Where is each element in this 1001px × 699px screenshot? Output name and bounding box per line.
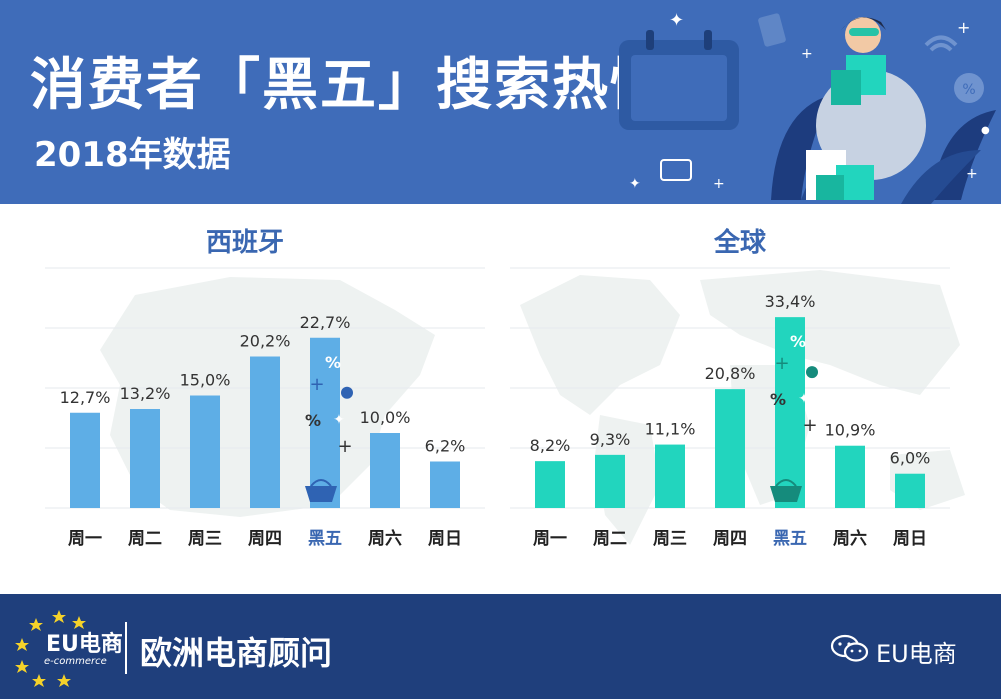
- footer-company-name: 欧洲电商顾问: [140, 634, 333, 672]
- bar-1: [535, 461, 565, 508]
- plus-icon: +: [802, 415, 817, 436]
- data-label: 6,2%: [425, 437, 466, 456]
- x-tick-label: 黑五: [773, 529, 807, 549]
- svg-text:✦: ✦: [629, 176, 641, 192]
- shopping-basket-icon: [305, 486, 337, 502]
- bar-7: [895, 473, 925, 508]
- chart-title-global: 全球: [713, 228, 766, 258]
- page-subtitle: 2018年数据: [34, 135, 231, 175]
- bar-5: [310, 337, 340, 508]
- data-label: 15,0%: [180, 371, 231, 390]
- percent-icon: %: [770, 390, 786, 409]
- x-tick-label: 周四: [713, 529, 747, 549]
- footer-divider: [125, 622, 127, 674]
- plus-icon: +: [337, 436, 352, 457]
- data-label: 11,1%: [645, 420, 696, 439]
- bar-3: [190, 395, 220, 508]
- x-tick-label: 周日: [428, 529, 462, 549]
- svg-text:●: ●: [981, 125, 990, 136]
- footer-bar: EU电商 e-commerce 欧洲电商顾问 EU电商: [0, 594, 1001, 699]
- bar-6: [835, 445, 865, 508]
- svg-text:+: +: [801, 46, 813, 62]
- data-label: 13,2%: [120, 384, 171, 403]
- percent-icon: %: [305, 411, 321, 430]
- x-tick-label: 周四: [248, 529, 282, 549]
- basket-handle: [775, 479, 797, 487]
- bar-2: [595, 454, 625, 508]
- data-label: 22,7%: [300, 313, 351, 332]
- plus-icon: +: [309, 374, 324, 395]
- bar-4: [250, 356, 280, 508]
- data-label: 10,0%: [360, 408, 411, 427]
- shopping-basket-icon: [770, 486, 802, 502]
- x-tick-label: 周三: [188, 529, 222, 549]
- shopping-illustration-icon: % ✦ + + ✦ + + ●: [619, 10, 996, 204]
- data-label: 9,3%: [590, 430, 631, 449]
- bar-3: [655, 444, 685, 508]
- wechat-icon: [830, 634, 869, 662]
- footer-account-name: EU电商: [876, 640, 957, 668]
- highlight-decoration: %+% ✦+: [770, 332, 818, 502]
- svg-text:+: +: [713, 176, 725, 192]
- data-label: 12,7%: [60, 388, 111, 407]
- x-tick-label: 周二: [593, 529, 627, 549]
- bar-7: [430, 461, 460, 508]
- x-tick-label: 周一: [68, 529, 102, 549]
- x-tick-label: 周三: [653, 529, 687, 549]
- data-label: 8,2%: [530, 436, 571, 455]
- x-tick-label: 周日: [893, 529, 927, 549]
- bar-1: [70, 412, 100, 508]
- plus-icon: +: [774, 353, 789, 374]
- header-banner: 消费者「黑五」搜索热情 2018年数据 % ✦ +: [0, 0, 1001, 204]
- x-tick-label: 黑五: [308, 529, 342, 549]
- page-title: 消费者「黑五」搜索热情: [30, 53, 668, 118]
- eu-stars-icon: [15, 610, 86, 687]
- data-label: 20,8%: [705, 364, 756, 383]
- bar-4: [715, 389, 745, 508]
- basket-handle: [310, 479, 332, 487]
- sparkle-icon: ✦: [798, 391, 810, 407]
- footer-logo: EU电商: [46, 632, 123, 657]
- x-tick-label: 周六: [368, 528, 402, 549]
- plus-circle-icon: [806, 366, 818, 379]
- footer-logo-sub: e-commerce: [44, 656, 107, 667]
- svg-text:+: +: [957, 18, 970, 37]
- x-tick-label: 周一: [533, 529, 567, 549]
- data-label: 33,4%: [765, 292, 816, 311]
- bar-5: [775, 317, 805, 508]
- x-tick-label: 周二: [128, 529, 162, 549]
- plus-circle-icon: [341, 386, 353, 399]
- svg-text:%: %: [962, 82, 975, 98]
- data-label: 6,0%: [890, 449, 931, 468]
- svg-text:+: +: [966, 166, 978, 182]
- percent-icon: %: [325, 353, 341, 372]
- data-label: 20,2%: [240, 332, 291, 351]
- bar-2: [130, 409, 160, 508]
- highlight-decoration: %+% ✦+: [305, 353, 353, 502]
- chart-title-spain: 西班牙: [205, 228, 284, 258]
- percent-icon: %: [790, 332, 806, 351]
- data-label: 10,9%: [825, 421, 876, 440]
- global-map-background: [520, 270, 965, 545]
- x-tick-label: 周六: [833, 528, 867, 549]
- svg-text:✦: ✦: [669, 10, 684, 31]
- bar-6: [370, 433, 400, 508]
- sparkle-icon: ✦: [333, 412, 345, 428]
